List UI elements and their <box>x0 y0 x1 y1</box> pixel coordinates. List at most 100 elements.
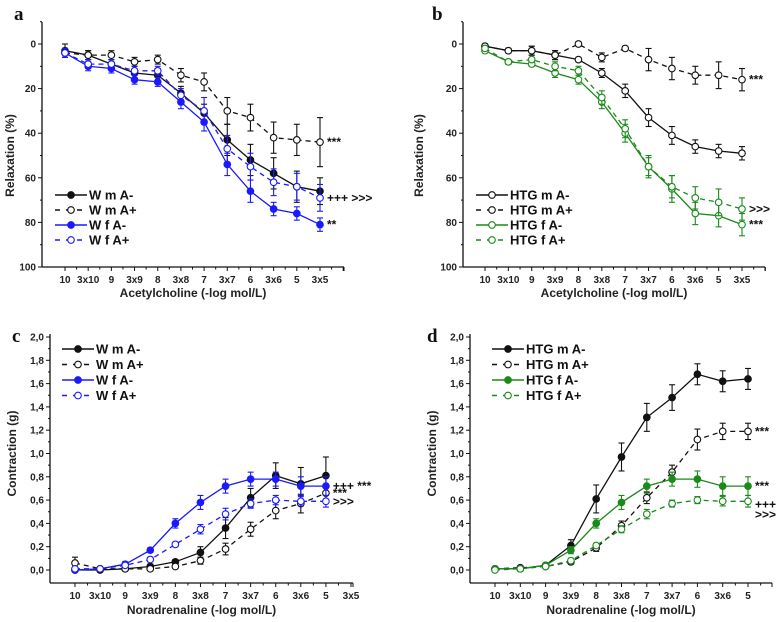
y-tick-label: 20 <box>25 84 37 95</box>
data-point <box>642 482 651 490</box>
data-point <box>196 525 205 534</box>
legend-label: HTG f A+ <box>510 233 566 248</box>
legend: HTG m A-HTG m A+HTG f A-HTG f A+ <box>492 342 589 403</box>
y-tick-label: 1,2 <box>450 426 464 437</box>
series-line <box>494 499 748 571</box>
y-tick-label: 0,4 <box>450 519 464 530</box>
data-point <box>551 62 559 71</box>
x-tick-label: 5 <box>745 591 751 602</box>
x-axis-title: Acetylcholine (-log mol/L) <box>120 286 267 300</box>
y-tick-label: 0,2 <box>30 542 44 553</box>
y-tick-label: 1,6 <box>450 379 464 390</box>
data-point <box>271 496 280 504</box>
y-tick-label: 20 <box>446 84 458 95</box>
data-point <box>271 506 280 515</box>
data-point <box>691 194 700 202</box>
significance-annotation: >>> <box>749 202 770 216</box>
legend-item: HTG f A+ <box>476 233 566 248</box>
significance-annotation: *** <box>755 479 769 493</box>
data-point <box>668 393 676 402</box>
data-point <box>107 51 116 60</box>
data-point <box>271 475 280 483</box>
legend-label: W f A- <box>89 218 126 233</box>
legend-marker <box>488 191 496 199</box>
data-point <box>567 556 575 565</box>
data-point <box>146 564 155 573</box>
significance-annotation: *** <box>749 218 763 232</box>
series-w-m-a- <box>71 456 330 574</box>
x-tick-label: 3x7 <box>640 275 657 286</box>
x-tick-label: 10 <box>489 591 501 602</box>
y-tick-label: 100 <box>19 263 36 274</box>
legend-label: W m A+ <box>89 203 137 218</box>
data-point <box>644 162 653 171</box>
data-point <box>481 44 489 53</box>
data-point <box>738 75 746 84</box>
data-point <box>718 482 727 490</box>
data-point <box>292 182 301 191</box>
series-w-f-a+ <box>71 494 330 573</box>
data-point <box>738 205 746 213</box>
data-point <box>246 113 255 122</box>
y-tick-label: 1,0 <box>450 449 464 460</box>
series-line <box>484 50 743 226</box>
x-tick-label: 3x7 <box>219 275 236 286</box>
x-tick-label: 6 <box>695 591 701 602</box>
data-point <box>738 149 746 158</box>
legend-label: HTG m A+ <box>510 203 573 218</box>
data-point <box>642 510 651 518</box>
data-point <box>153 78 162 86</box>
series-line <box>495 373 749 570</box>
data-point <box>714 71 723 80</box>
x-tick-label: 3x6 <box>265 275 282 286</box>
data-point <box>567 546 575 555</box>
data-point <box>693 370 702 379</box>
panel-letter: a <box>14 4 24 25</box>
y-tick-label: 40 <box>446 129 458 140</box>
data-point <box>551 51 559 60</box>
y-tick-label: 100 <box>440 263 457 274</box>
legend: W m A-W m A+W f A-W f A+ <box>55 188 137 248</box>
data-point <box>597 69 606 77</box>
x-tick-label: 9 <box>543 591 549 602</box>
data-point <box>221 545 230 553</box>
chart-panel-c: c 0,0 0,2 0,4 0,6 0,8 1,0 1,2 1,4 1,6 1,8 2,0 10 3x10… <box>5 326 372 617</box>
data-point <box>504 46 513 55</box>
data-point <box>516 564 525 573</box>
x-tick-label: 9 <box>529 275 535 286</box>
x-axis-title: Noradrenaline (-log mol/L) <box>127 603 276 617</box>
legend-marker <box>488 236 496 244</box>
data-point <box>617 453 626 461</box>
y-tick-label: 0 <box>30 40 36 51</box>
data-point <box>597 93 606 102</box>
data-point <box>296 482 305 490</box>
x-tick-label: 3x6 <box>714 591 731 602</box>
significance-annotation: *** <box>755 424 769 438</box>
data-point <box>718 427 727 436</box>
x-tick-label: 5 <box>323 591 329 602</box>
data-point <box>84 51 93 60</box>
y-tick-label: 80 <box>25 218 37 229</box>
x-tick-label: 8 <box>155 275 161 286</box>
data-point <box>61 49 69 57</box>
legend-item: HTG m A- <box>492 342 585 357</box>
y-tick-label: 60 <box>446 173 458 184</box>
x-tick-label: 3x6 <box>687 275 704 286</box>
y-tick-label: 1,6 <box>30 379 44 390</box>
y-tick-label: 0,8 <box>450 472 464 483</box>
series-htg-m-a+ <box>481 40 746 92</box>
y-tick-label: 40 <box>25 129 37 140</box>
data-point <box>269 205 278 213</box>
series-w-m-a+ <box>61 47 324 168</box>
x-axis-title: Acetylcholine (-log mol/L) <box>541 286 688 300</box>
data-point <box>130 75 139 84</box>
x-tick-label: 6 <box>669 275 675 286</box>
legend-item: W f A+ <box>62 388 137 403</box>
legend-marker <box>74 391 82 400</box>
x-tick-label: 3x8 <box>192 591 209 602</box>
legend-marker <box>74 360 82 369</box>
data-point <box>597 53 606 62</box>
data-point <box>96 564 104 573</box>
data-point <box>574 40 583 48</box>
data-point <box>177 71 185 80</box>
